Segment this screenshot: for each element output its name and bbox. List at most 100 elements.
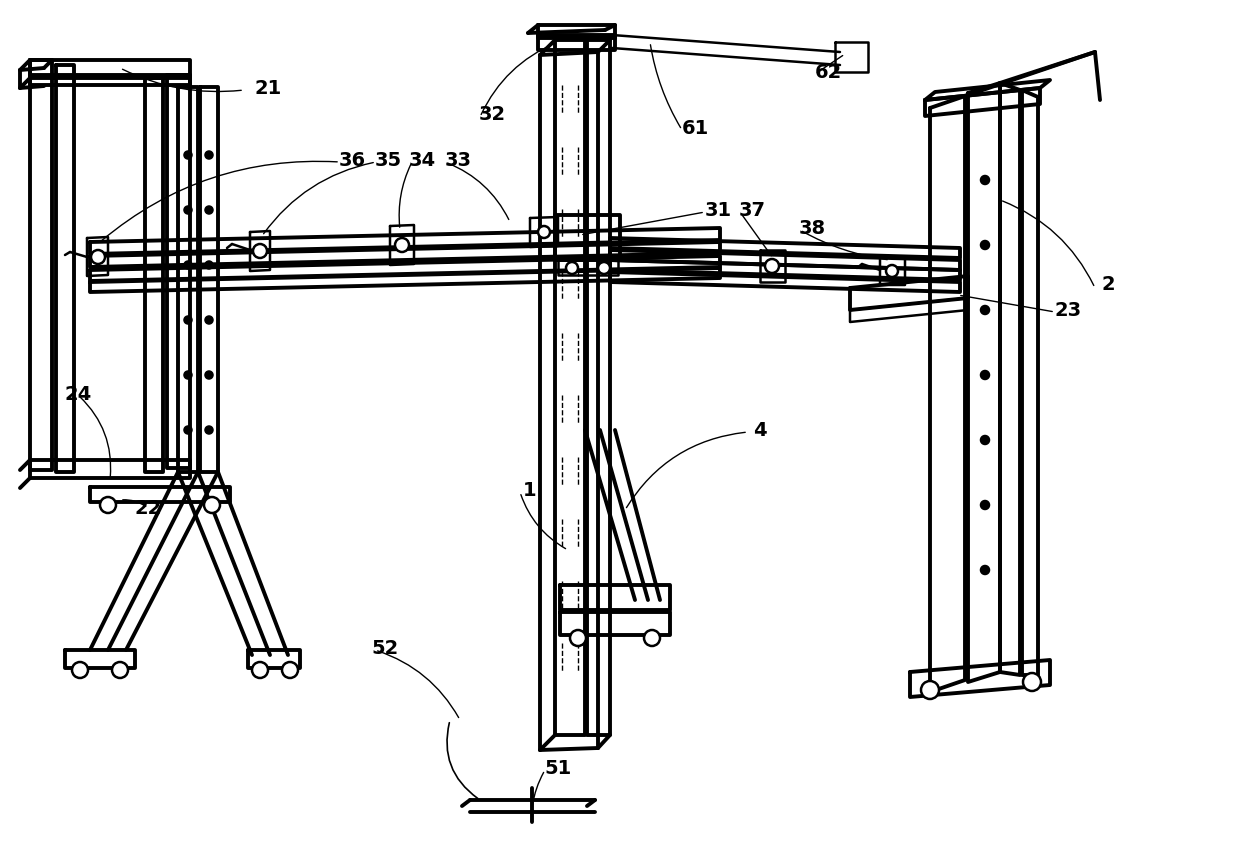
Text: 31: 31 bbox=[704, 200, 732, 219]
Polygon shape bbox=[87, 237, 108, 276]
Polygon shape bbox=[556, 215, 620, 260]
Circle shape bbox=[538, 226, 551, 238]
Polygon shape bbox=[610, 260, 960, 280]
Circle shape bbox=[981, 566, 990, 574]
Circle shape bbox=[253, 244, 267, 258]
Circle shape bbox=[887, 265, 898, 277]
Polygon shape bbox=[558, 260, 618, 275]
Polygon shape bbox=[610, 238, 960, 258]
Circle shape bbox=[112, 662, 128, 678]
Circle shape bbox=[1023, 673, 1042, 691]
Circle shape bbox=[206, 316, 212, 323]
Polygon shape bbox=[200, 87, 218, 472]
Circle shape bbox=[921, 681, 939, 699]
Polygon shape bbox=[167, 75, 190, 468]
Polygon shape bbox=[145, 78, 162, 472]
Polygon shape bbox=[30, 75, 190, 85]
Polygon shape bbox=[91, 242, 720, 267]
Circle shape bbox=[72, 662, 88, 678]
Text: 35: 35 bbox=[374, 150, 402, 169]
Circle shape bbox=[981, 306, 990, 314]
Circle shape bbox=[206, 262, 212, 269]
Polygon shape bbox=[930, 96, 965, 692]
Circle shape bbox=[185, 262, 191, 269]
Polygon shape bbox=[91, 268, 720, 292]
Polygon shape bbox=[925, 88, 1040, 116]
Polygon shape bbox=[910, 660, 1050, 697]
Polygon shape bbox=[610, 272, 960, 292]
Circle shape bbox=[185, 151, 191, 158]
Text: 32: 32 bbox=[479, 105, 506, 124]
Polygon shape bbox=[529, 217, 558, 247]
Circle shape bbox=[981, 371, 990, 379]
Polygon shape bbox=[587, 40, 610, 735]
Polygon shape bbox=[835, 42, 868, 72]
Polygon shape bbox=[91, 487, 229, 502]
Polygon shape bbox=[849, 298, 968, 322]
Text: 23: 23 bbox=[1054, 301, 1081, 320]
Polygon shape bbox=[560, 612, 670, 635]
Text: 52: 52 bbox=[371, 638, 398, 658]
Circle shape bbox=[981, 241, 990, 249]
Circle shape bbox=[281, 662, 298, 678]
Circle shape bbox=[206, 372, 212, 378]
Text: 21: 21 bbox=[254, 79, 281, 98]
Polygon shape bbox=[30, 60, 52, 470]
Polygon shape bbox=[925, 80, 1050, 100]
Polygon shape bbox=[880, 257, 905, 285]
Polygon shape bbox=[538, 25, 615, 38]
Polygon shape bbox=[1022, 90, 1038, 675]
Polygon shape bbox=[538, 35, 615, 50]
Polygon shape bbox=[91, 228, 720, 254]
Circle shape bbox=[185, 427, 191, 434]
Text: 51: 51 bbox=[544, 759, 572, 778]
Circle shape bbox=[205, 497, 219, 513]
Circle shape bbox=[644, 630, 660, 646]
Text: 62: 62 bbox=[815, 62, 842, 81]
Polygon shape bbox=[760, 250, 785, 282]
Circle shape bbox=[100, 497, 117, 513]
Polygon shape bbox=[999, 83, 1021, 675]
Circle shape bbox=[598, 262, 610, 274]
Circle shape bbox=[91, 250, 105, 264]
Polygon shape bbox=[556, 40, 585, 735]
Circle shape bbox=[206, 151, 212, 158]
Polygon shape bbox=[64, 650, 135, 668]
Text: 36: 36 bbox=[339, 150, 366, 169]
Polygon shape bbox=[179, 87, 198, 472]
Text: 24: 24 bbox=[64, 385, 92, 404]
Polygon shape bbox=[968, 83, 999, 682]
Polygon shape bbox=[391, 225, 414, 265]
Polygon shape bbox=[248, 650, 300, 668]
Circle shape bbox=[185, 372, 191, 378]
Circle shape bbox=[396, 238, 409, 252]
Polygon shape bbox=[250, 231, 270, 271]
Polygon shape bbox=[56, 65, 74, 472]
Text: 4: 4 bbox=[753, 421, 766, 440]
Polygon shape bbox=[610, 250, 960, 270]
Text: 22: 22 bbox=[134, 499, 161, 518]
Circle shape bbox=[765, 259, 779, 273]
Circle shape bbox=[981, 501, 990, 509]
Text: 61: 61 bbox=[681, 118, 708, 137]
Polygon shape bbox=[91, 256, 720, 281]
Circle shape bbox=[981, 176, 990, 184]
Circle shape bbox=[206, 427, 212, 434]
Circle shape bbox=[981, 436, 990, 444]
Text: 37: 37 bbox=[739, 200, 765, 219]
Circle shape bbox=[252, 662, 268, 678]
Polygon shape bbox=[30, 60, 190, 78]
Circle shape bbox=[185, 206, 191, 213]
Polygon shape bbox=[849, 276, 968, 310]
Polygon shape bbox=[560, 585, 670, 610]
Text: 1: 1 bbox=[523, 480, 537, 499]
Text: 38: 38 bbox=[799, 219, 826, 238]
Circle shape bbox=[185, 316, 191, 323]
Text: 34: 34 bbox=[408, 150, 435, 169]
Polygon shape bbox=[30, 460, 190, 478]
Circle shape bbox=[206, 206, 212, 213]
Circle shape bbox=[565, 262, 578, 274]
Text: 2: 2 bbox=[1101, 276, 1115, 295]
Text: 33: 33 bbox=[444, 150, 471, 169]
Circle shape bbox=[570, 630, 587, 646]
